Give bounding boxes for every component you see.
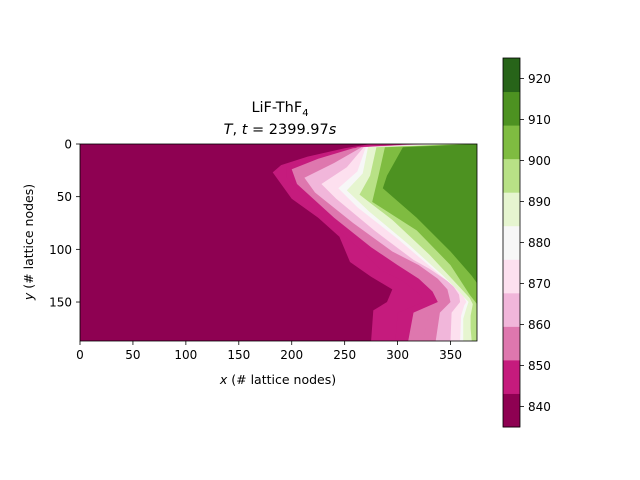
colorbar-band [503, 359, 520, 394]
x-tick-label: 350 [439, 348, 462, 362]
title-time-unit: s [329, 122, 337, 138]
title-separator: , [233, 122, 242, 138]
colorbar-tick-label: 910 [528, 113, 551, 127]
colorbar-band [503, 158, 520, 193]
title-variable: T [224, 122, 234, 138]
colorbar-tick-label: 850 [528, 359, 551, 373]
colorbar-band [503, 225, 520, 260]
colorbar-tick-label: 840 [528, 400, 551, 414]
colorbar-band [503, 326, 520, 361]
colorbar-tick-label: 880 [528, 236, 551, 250]
colorbar-band [503, 393, 520, 428]
chart-title-line2: T, t = 2399.97s [224, 122, 337, 138]
colorbar: 840 850 860 870 880 890 900 910 920 [502, 57, 551, 428]
colorbar-tick-label: 870 [528, 277, 551, 291]
x-tick-label: 250 [333, 348, 356, 362]
colorbar-tick-label: 920 [528, 72, 551, 86]
y-axis-ticks: 0 50 100 150 [49, 138, 80, 310]
x-tick-label: 50 [125, 348, 140, 362]
contour-band [382, 144, 477, 341]
y-tick-label: 50 [57, 190, 72, 204]
colorbar-tick-label: 900 [528, 154, 551, 168]
plot-region: 0 50 100 150 200 250 300 350 0 50 100 150 [49, 138, 478, 362]
colorbar-band [503, 91, 520, 126]
colorbar-band [503, 125, 520, 160]
colorbar-ticks: 840 850 860 870 880 890 900 910 920 [520, 72, 551, 414]
plot-frame [79, 143, 478, 342]
x-tick-label: 300 [386, 348, 409, 362]
title-subscript: 4 [302, 108, 308, 119]
contour-fill-layer [272, 144, 477, 341]
y-axis-label: y (# lattice nodes) [21, 184, 36, 301]
x-axis-label: x (# lattice nodes) [219, 372, 336, 387]
y-tick-label: 0 [64, 138, 72, 152]
x-tick-label: 0 [76, 348, 84, 362]
y-tick-label: 150 [49, 296, 72, 310]
colorbar-bands [503, 58, 520, 428]
colorbar-band [503, 192, 520, 227]
y-tick-label: 100 [49, 243, 72, 257]
colorbar-tick-label: 860 [528, 318, 551, 332]
colorbar-band [503, 58, 520, 93]
title-time-symbol: t [242, 122, 249, 138]
x-axis-ticks: 0 50 100 150 200 250 300 350 [76, 341, 462, 362]
title-time-value: = 2399.97 [247, 122, 328, 138]
x-tick-label: 200 [280, 348, 303, 362]
colorbar-band [503, 259, 520, 294]
x-tick-label: 100 [174, 348, 197, 362]
colorbar-tick-label: 890 [528, 195, 551, 209]
x-tick-label: 150 [227, 348, 250, 362]
chart-title-line1: LiF-ThF4 [251, 100, 308, 119]
colorbar-band [503, 292, 520, 327]
